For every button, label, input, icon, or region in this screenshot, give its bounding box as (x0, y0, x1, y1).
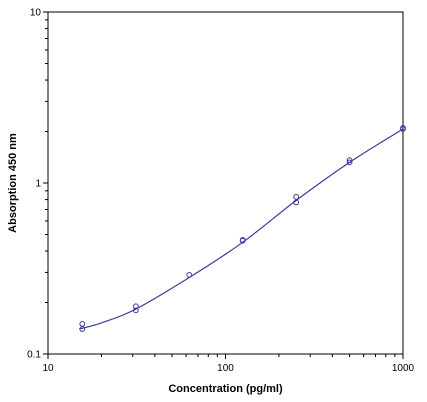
y-tick-label: 1 (35, 179, 41, 190)
y-tick-label: 0.1 (27, 350, 41, 361)
y-axis-ticks: 0.1 1 10 (27, 8, 48, 361)
data-point (132, 303, 139, 310)
data-point (239, 237, 246, 244)
data-point (186, 272, 193, 278)
x-tick-label: 10 (42, 363, 54, 374)
plot-area (47, 11, 404, 355)
standard-fit-curve (79, 128, 404, 330)
y-axis-title: Absorption 450 nm (7, 133, 19, 233)
data-point (346, 157, 353, 164)
x-axis-ticks: 10 100 1000 (42, 354, 415, 374)
data-point (293, 199, 300, 206)
x-tick-label: 1000 (392, 363, 415, 374)
x-tick-label: 100 (217, 363, 234, 374)
y-tick-label: 10 (30, 8, 42, 19)
data-points-layer (79, 125, 406, 332)
x-axis-title: Concentration (pg/ml) (168, 383, 283, 395)
data-point (346, 159, 353, 166)
data-point (79, 326, 86, 332)
data-point (132, 307, 139, 314)
fit-curve-layer (79, 128, 404, 330)
data-point (293, 193, 300, 200)
data-point (400, 126, 406, 132)
